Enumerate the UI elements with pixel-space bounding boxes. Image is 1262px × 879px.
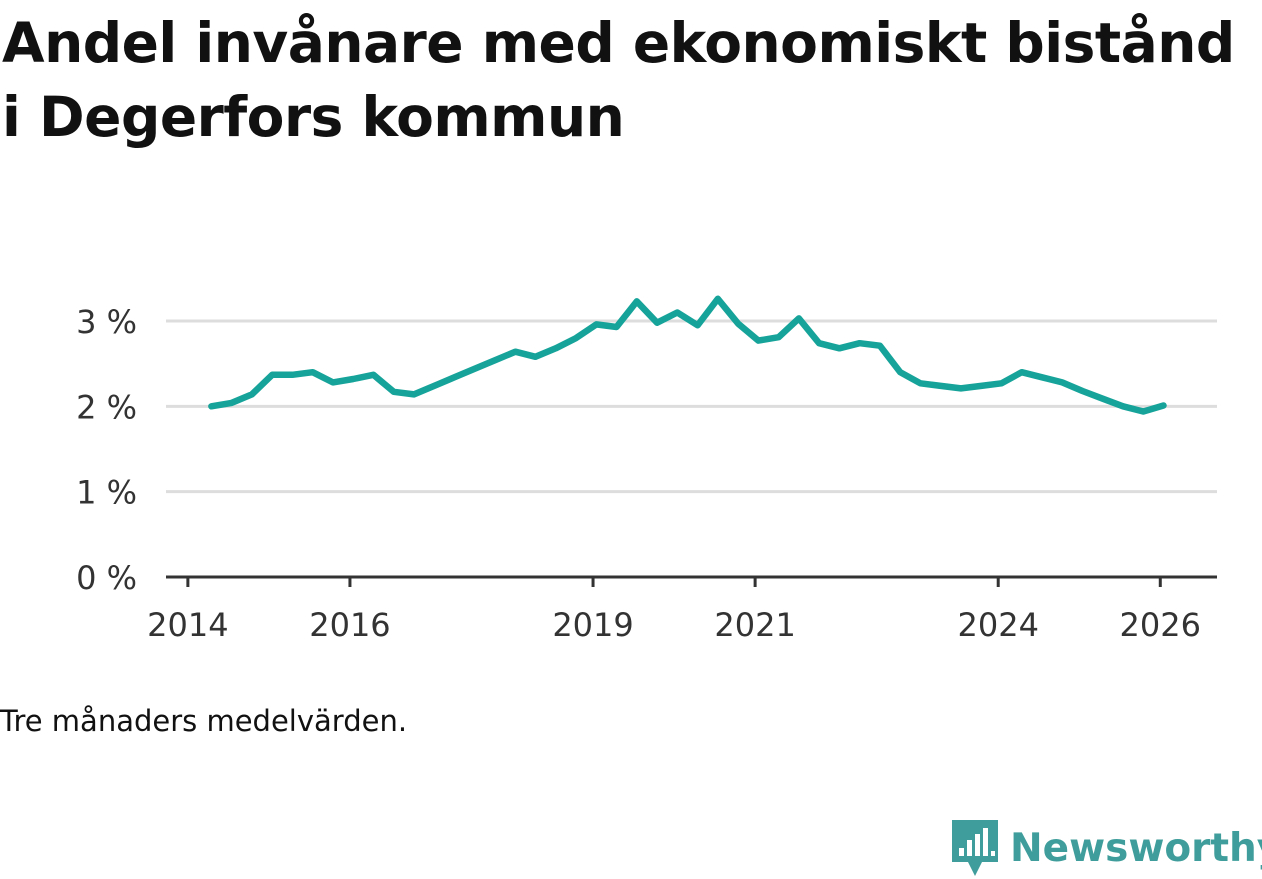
x-axis-labels: 2014 2016 2019 2021 2024 2026 [147, 606, 1201, 644]
brand-logo: Newsworthy [950, 818, 1262, 878]
series-line [208, 295, 1167, 415]
x-tick-label: 2016 [309, 606, 390, 644]
y-tick-label: 2 % [76, 388, 137, 426]
x-tick-label: 2014 [147, 606, 228, 644]
x-tick-label: 2019 [552, 606, 633, 644]
x-axis [166, 575, 1217, 587]
x-tick-label: 2026 [1120, 606, 1201, 644]
x-tick-label: 2021 [714, 606, 795, 644]
x-tick-label: 2024 [957, 606, 1038, 644]
footnote: Tre månaders medelvärden. [0, 704, 408, 738]
series-layer [208, 295, 1167, 415]
y-tick-label: 1 % [76, 474, 137, 512]
y-axis-labels: 0 % 1 % 2 % 3 % [76, 303, 137, 597]
brand-name: Newsworthy [1010, 825, 1262, 871]
gridlines [166, 319, 1217, 494]
y-tick-label: 3 % [76, 303, 137, 341]
chart-title: Andel invånare med ekonomiskt bistånd i … [2, 11, 1235, 149]
newsworthy-logo-icon [952, 820, 998, 876]
y-tick-label: 0 % [76, 559, 137, 597]
